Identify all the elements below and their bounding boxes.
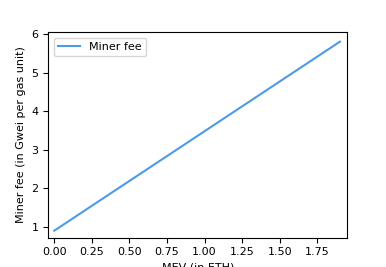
Miner fee — [227, 113, 231, 117]
Miner fee — [52, 229, 57, 232]
X-axis label: MEV (in ETH): MEV (in ETH) — [162, 263, 234, 267]
Miner fee — [221, 117, 226, 120]
Miner fee — [338, 40, 342, 43]
Line: Miner fee: Miner fee — [54, 42, 340, 231]
Miner fee — [293, 70, 297, 73]
Y-axis label: Miner fee (in Gwei per gas unit): Miner fee (in Gwei per gas unit) — [16, 46, 26, 223]
Miner fee — [311, 58, 315, 61]
Miner fee — [222, 117, 227, 120]
Legend: Miner fee: Miner fee — [54, 38, 146, 57]
Miner fee — [53, 229, 58, 232]
